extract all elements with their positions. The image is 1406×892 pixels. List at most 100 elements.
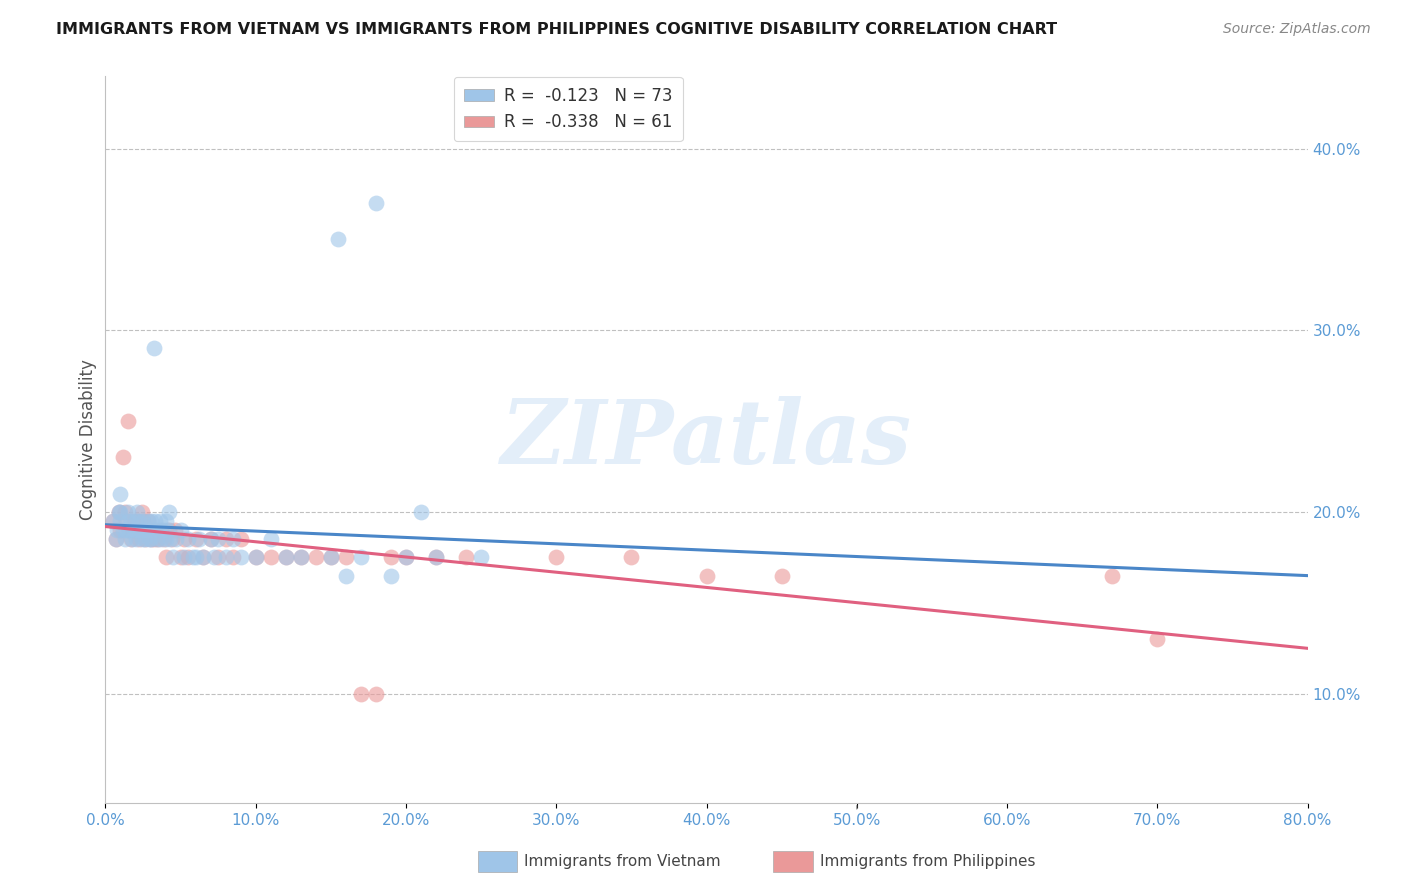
Point [112, 450, 135, 465]
Point [122, 523, 145, 537]
Point [229, 550, 252, 565]
Point [153, 533, 176, 547]
Point [124, 523, 146, 537]
Point [395, 550, 418, 565]
Point [120, 533, 142, 547]
Point [305, 550, 328, 565]
Point [181, 550, 204, 565]
Point [350, 687, 373, 701]
Point [121, 533, 143, 547]
Point [134, 533, 156, 547]
Point [546, 550, 568, 565]
Point [134, 533, 156, 547]
Point [152, 523, 174, 537]
Point [159, 533, 181, 547]
Point [139, 514, 162, 528]
Point [163, 523, 186, 537]
Point [146, 533, 169, 547]
Point [214, 533, 236, 547]
Point [191, 550, 214, 565]
Point [143, 514, 166, 528]
Point [110, 487, 132, 501]
Point [157, 523, 180, 537]
Point [191, 550, 214, 565]
Point [112, 523, 135, 537]
Point [200, 533, 222, 547]
Text: Source: ZipAtlas.com: Source: ZipAtlas.com [1223, 22, 1371, 37]
Point [132, 514, 155, 528]
Point [364, 196, 387, 211]
Point [169, 550, 191, 565]
Point [117, 505, 139, 519]
Point [177, 533, 200, 547]
Point [260, 533, 283, 547]
Point [207, 550, 229, 565]
Point [425, 550, 447, 565]
Point [125, 505, 148, 519]
Point [114, 505, 136, 519]
Point [139, 533, 162, 547]
Point [380, 550, 402, 565]
Point [319, 550, 342, 565]
Point [104, 533, 127, 547]
Point [139, 533, 162, 547]
Point [148, 514, 170, 528]
Point [260, 550, 283, 565]
Point [380, 568, 402, 582]
Point [150, 523, 173, 537]
Text: ZIPatlas: ZIPatlas [501, 396, 912, 483]
Point [187, 533, 209, 547]
Point [364, 687, 387, 701]
Point [290, 550, 312, 565]
Point [122, 514, 145, 528]
Point [160, 533, 183, 547]
Point [131, 533, 153, 547]
Point [184, 550, 207, 565]
Point [124, 533, 146, 547]
Point [128, 514, 150, 528]
Point [222, 533, 245, 547]
Point [136, 514, 159, 528]
Point [104, 533, 127, 547]
Point [101, 514, 124, 528]
Point [117, 414, 139, 428]
Point [155, 550, 177, 565]
Point [245, 550, 267, 565]
Point [395, 550, 418, 565]
Point [110, 523, 132, 537]
Point [114, 533, 136, 547]
Point [121, 523, 143, 537]
Point [207, 533, 229, 547]
Point [229, 533, 252, 547]
Point [454, 550, 477, 565]
Point [110, 514, 132, 528]
Point [117, 514, 139, 528]
Point [335, 550, 357, 565]
Point [200, 533, 222, 547]
Point [139, 523, 162, 537]
Point [128, 533, 150, 547]
Point [145, 533, 167, 547]
Point [110, 505, 132, 519]
Point [135, 523, 157, 537]
Point [425, 550, 447, 565]
Point [129, 523, 152, 537]
Point [335, 568, 357, 582]
Point [115, 514, 138, 528]
Point [202, 550, 225, 565]
Point [125, 514, 148, 528]
Point [770, 568, 793, 582]
Point [274, 550, 297, 565]
Point [108, 505, 131, 519]
Y-axis label: Cognitive Disability: Cognitive Disability [79, 359, 97, 520]
Point [319, 550, 342, 565]
Point [156, 523, 179, 537]
Point [143, 523, 166, 537]
Point [107, 523, 129, 537]
Text: IMMIGRANTS FROM VIETNAM VS IMMIGRANTS FROM PHILIPPINES COGNITIVE DISABILITY CORR: IMMIGRANTS FROM VIETNAM VS IMMIGRANTS FR… [56, 22, 1057, 37]
Point [470, 550, 492, 565]
Point [142, 533, 165, 547]
Legend: R =  -0.123   N = 73, R =  -0.338   N = 61: R = -0.123 N = 73, R = -0.338 N = 61 [454, 77, 682, 141]
Point [118, 523, 141, 537]
Point [214, 550, 236, 565]
